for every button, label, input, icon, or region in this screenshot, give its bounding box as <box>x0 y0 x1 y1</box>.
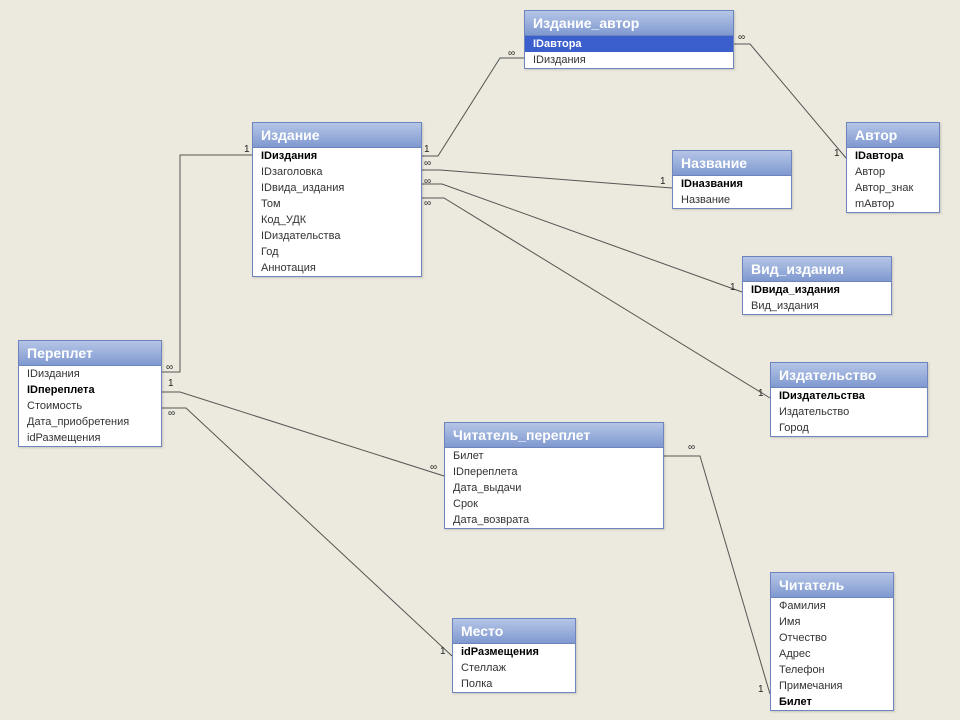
table-field[interactable]: Билет <box>445 448 663 464</box>
table-header[interactable]: Место <box>453 619 575 644</box>
table-field[interactable]: Том <box>253 196 421 212</box>
cardinality-label: ∞ <box>738 32 745 43</box>
table-header[interactable]: Издание_автор <box>525 11 733 36</box>
table-field[interactable]: IDназвания <box>673 176 791 192</box>
table-field[interactable]: IDиздания <box>253 148 421 164</box>
cardinality-label: 1 <box>440 646 446 657</box>
relationship-line <box>162 408 452 656</box>
relationship-line <box>664 456 770 694</box>
table-field[interactable]: Издательство <box>771 404 927 420</box>
table-field[interactable]: IDиздания <box>525 52 733 68</box>
table-field[interactable]: IDвида_издания <box>743 282 891 298</box>
table-izdanie_avtor[interactable]: Издание_авторIDавтораIDиздания <box>524 10 734 69</box>
table-field[interactable]: Город <box>771 420 927 436</box>
table-field[interactable]: Стоимость <box>19 398 161 414</box>
table-field[interactable]: Стеллаж <box>453 660 575 676</box>
table-field[interactable]: Билет <box>771 694 893 710</box>
table-field[interactable]: IDавтора <box>525 36 733 52</box>
table-izdatelstvo[interactable]: ИздательствоIDиздательстваИздательствоГо… <box>770 362 928 437</box>
table-field[interactable]: IDиздательства <box>771 388 927 404</box>
cardinality-label: 1 <box>424 144 430 155</box>
table-field[interactable]: Примечания <box>771 678 893 694</box>
table-field[interactable]: Телефон <box>771 662 893 678</box>
table-chitatel_pereplet[interactable]: Читатель_переплетБилетIDпереплетаДата_вы… <box>444 422 664 529</box>
table-header[interactable]: Издательство <box>771 363 927 388</box>
table-field[interactable]: IDиздания <box>19 366 161 382</box>
table-field[interactable]: idРазмещения <box>453 644 575 660</box>
table-field[interactable]: IDпереплета <box>445 464 663 480</box>
table-field[interactable]: Название <box>673 192 791 208</box>
table-vid_izdania[interactable]: Вид_изданияIDвида_изданияВид_издания <box>742 256 892 315</box>
table-field[interactable]: Дата_приобретения <box>19 414 161 430</box>
cardinality-label: ∞ <box>424 176 431 187</box>
table-field[interactable]: Автор_знак <box>847 180 939 196</box>
table-field[interactable]: Аннотация <box>253 260 421 276</box>
relationship-line <box>422 58 524 156</box>
table-field[interactable]: Срок <box>445 496 663 512</box>
table-field[interactable]: idРазмещения <box>19 430 161 446</box>
table-header[interactable]: Издание <box>253 123 421 148</box>
table-field[interactable]: Дата_возврата <box>445 512 663 528</box>
table-header[interactable]: Читатель <box>771 573 893 598</box>
table-field[interactable]: Код_УДК <box>253 212 421 228</box>
cardinality-label: ∞ <box>688 442 695 453</box>
cardinality-label: 1 <box>244 144 250 155</box>
table-header[interactable]: Переплет <box>19 341 161 366</box>
table-field[interactable]: IDиздательства <box>253 228 421 244</box>
cardinality-label: 1 <box>758 388 764 399</box>
table-field[interactable]: Дата_выдачи <box>445 480 663 496</box>
cardinality-label: ∞ <box>166 362 173 373</box>
table-chitatel[interactable]: ЧитательФамилияИмяОтчествоАдресТелефонПр… <box>770 572 894 711</box>
table-field[interactable]: Отчество <box>771 630 893 646</box>
table-nazvanie[interactable]: НазваниеIDназванияНазвание <box>672 150 792 209</box>
relationship-line <box>162 392 444 476</box>
relationship-line <box>422 170 672 188</box>
cardinality-label: 1 <box>834 148 840 159</box>
table-field[interactable]: Адрес <box>771 646 893 662</box>
table-header[interactable]: Читатель_переплет <box>445 423 663 448</box>
table-field[interactable]: IDзаголовка <box>253 164 421 180</box>
table-header[interactable]: Автор <box>847 123 939 148</box>
table-avtor[interactable]: АвторIDавтораАвторАвтор_знакmАвтор <box>846 122 940 213</box>
cardinality-label: ∞ <box>508 48 515 59</box>
table-field[interactable]: Автор <box>847 164 939 180</box>
table-field[interactable]: Полка <box>453 676 575 692</box>
table-header[interactable]: Вид_издания <box>743 257 891 282</box>
table-field[interactable]: Имя <box>771 614 893 630</box>
relationship-line <box>734 44 846 158</box>
cardinality-label: ∞ <box>430 462 437 473</box>
table-mesto[interactable]: МестоidРазмещенияСтеллажПолка <box>452 618 576 693</box>
table-header[interactable]: Название <box>673 151 791 176</box>
cardinality-label: 1 <box>758 684 764 695</box>
table-field[interactable]: IDавтора <box>847 148 939 164</box>
table-field[interactable]: mАвтор <box>847 196 939 212</box>
cardinality-label: ∞ <box>424 198 431 209</box>
relationship-line <box>422 198 770 398</box>
table-field[interactable]: Вид_издания <box>743 298 891 314</box>
table-field[interactable]: IDвида_издания <box>253 180 421 196</box>
table-field[interactable]: Год <box>253 244 421 260</box>
cardinality-label: 1 <box>730 282 736 293</box>
table-field[interactable]: Фамилия <box>771 598 893 614</box>
table-field[interactable]: IDпереплета <box>19 382 161 398</box>
cardinality-label: ∞ <box>168 408 175 419</box>
relationship-line <box>162 155 252 372</box>
table-izdanie[interactable]: ИзданиеIDизданияIDзаголовкаIDвида_издани… <box>252 122 422 277</box>
table-pereplet[interactable]: ПереплетIDизданияIDпереплетаСтоимостьДат… <box>18 340 162 447</box>
cardinality-label: 1 <box>660 176 666 187</box>
cardinality-label: ∞ <box>424 158 431 169</box>
cardinality-label: 1 <box>168 378 174 389</box>
